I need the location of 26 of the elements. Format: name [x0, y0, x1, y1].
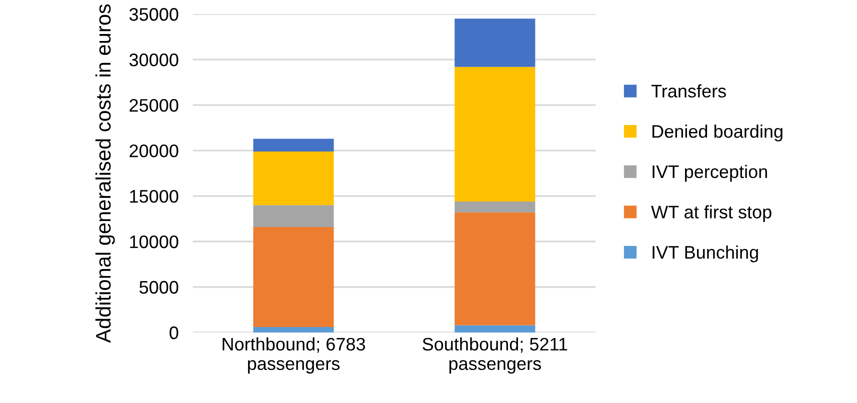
- y-tick-label: 20000: [130, 144, 178, 158]
- x-tick-label: Northbound; 6783 passengers: [222, 337, 366, 374]
- bar: [454, 201, 536, 212]
- y-tick-label: 0: [170, 326, 178, 340]
- y-tick-label: 15000: [130, 190, 178, 203]
- bar: [454, 325, 536, 332]
- y-tick-label: 25000: [130, 99, 178, 112]
- legend-label: WT at first stop: [651, 205, 772, 222]
- y-tick-label: 30000: [129, 54, 178, 66]
- y-axis-title: Additional generalised costs in euros: [95, 4, 115, 343]
- x-tick-label: Southbound; 5211 passengers: [422, 337, 568, 374]
- bar: [253, 138, 334, 152]
- bar: [253, 151, 334, 206]
- legend-label: IVT Bunching: [652, 245, 758, 262]
- bar: [253, 226, 334, 328]
- y-tick-label: 35000: [129, 8, 178, 21]
- legend-label: Denied boarding: [652, 124, 782, 142]
- legend-label: IVT perception: [652, 164, 767, 182]
- bar: [253, 327, 334, 332]
- bar: [454, 66, 536, 202]
- bar: [454, 18, 536, 67]
- bar: [253, 205, 334, 227]
- y-tick-label: 5000: [139, 280, 178, 294]
- y-tick-label: 10000: [130, 235, 178, 248]
- legend-label: Transfers: [651, 84, 726, 98]
- bar: [454, 212, 536, 326]
